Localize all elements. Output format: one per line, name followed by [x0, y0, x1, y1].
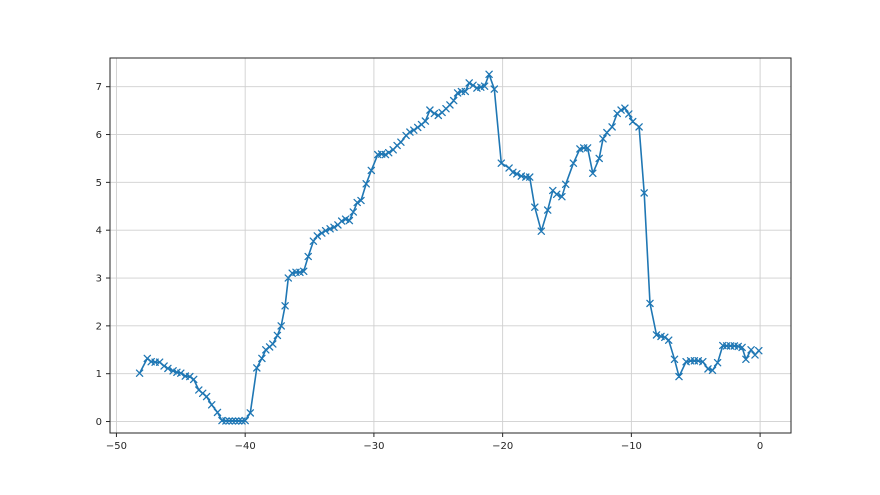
y-tick-label: 1: [96, 369, 102, 380]
x-tick-label: −20: [492, 441, 513, 452]
y-tick-label: 4: [96, 226, 102, 237]
y-tick-label: 5: [96, 178, 102, 189]
y-tick-label: 7: [96, 82, 102, 93]
x-tick-label: −30: [363, 441, 384, 452]
plot-border: [109, 57, 792, 434]
data-point-markers: [135, 70, 763, 425]
x-tick-label: −10: [621, 441, 642, 452]
y-tick-label: 0: [96, 417, 102, 428]
x-tick-label: −50: [106, 441, 127, 452]
y-tick-label: 3: [96, 274, 102, 285]
axes-background: [110, 58, 791, 433]
y-tick-label: 2: [96, 321, 102, 332]
y-tick-label: 6: [96, 130, 102, 141]
x-tick-label: 0: [757, 441, 763, 452]
x-tick-label: −40: [235, 441, 256, 452]
